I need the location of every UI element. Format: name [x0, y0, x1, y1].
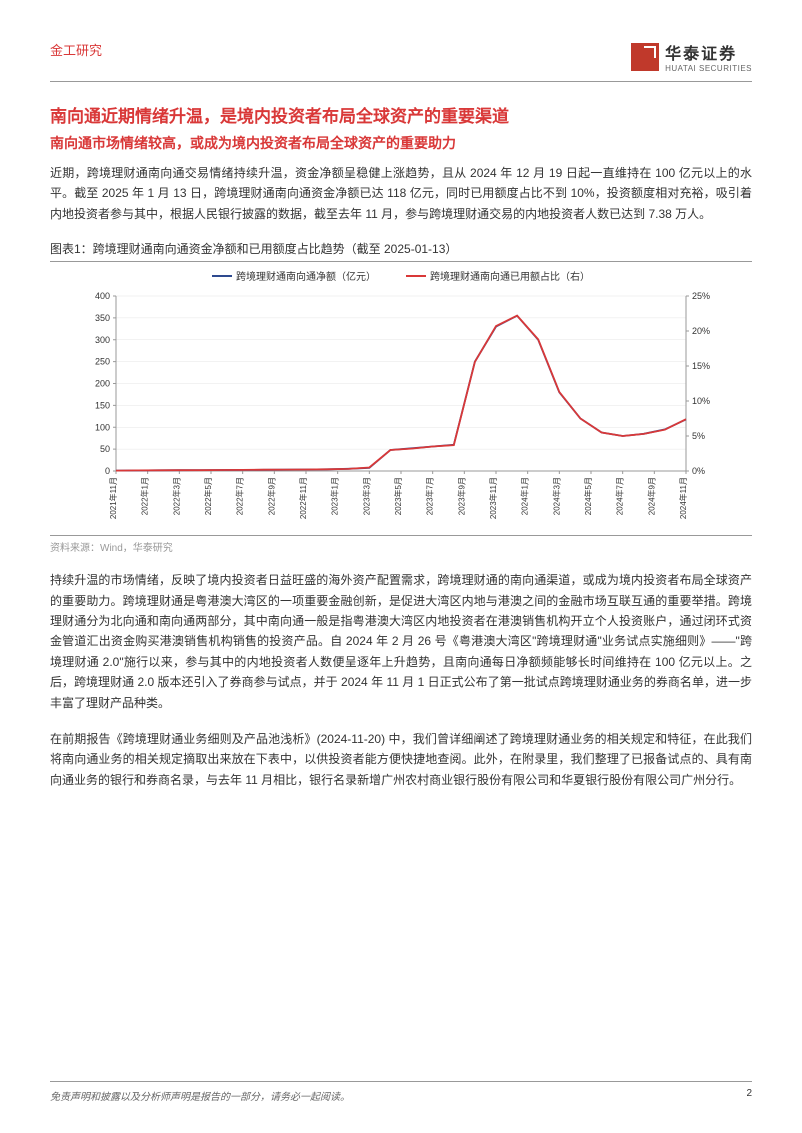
company-logo: 华泰证券 HUATAI SECURITIES: [631, 40, 752, 73]
footer-disclaimer: 免责声明和披露以及分析师声明是报告的一部分，请务必一起阅读。: [50, 1088, 350, 1103]
page-number: 2: [746, 1088, 752, 1103]
svg-text:2022年7月: 2022年7月: [235, 477, 245, 515]
svg-text:2023年3月: 2023年3月: [361, 477, 371, 515]
logo-mark-icon: [631, 43, 659, 71]
svg-text:2023年1月: 2023年1月: [330, 477, 340, 515]
svg-text:20%: 20%: [692, 326, 710, 336]
legend-item-2: 跨境理财通南向通已用额占比（右）: [406, 268, 590, 283]
svg-text:2024年9月: 2024年9月: [646, 477, 656, 515]
svg-text:10%: 10%: [692, 396, 710, 406]
x-axis: 2021年11月 2022年1月 2022年3月 2022年5月 2022年7月 2022…: [108, 471, 688, 519]
svg-text:100: 100: [95, 422, 110, 432]
svg-text:2021年11月: 2021年11月: [108, 477, 118, 519]
logo-text-cn: 华泰证券: [665, 40, 752, 64]
chart-source: 资料来源：Wind，华泰研究: [50, 535, 752, 554]
svg-text:2022年5月: 2022年5月: [203, 477, 213, 515]
svg-text:150: 150: [95, 401, 110, 411]
heading-main: 南向通近期情绪升温，是境内投资者布局全球资产的重要渠道: [50, 102, 752, 127]
svg-text:400: 400: [95, 291, 110, 301]
svg-text:200: 200: [95, 379, 110, 389]
series-2-line: [116, 316, 686, 471]
chart-legend: 跨境理财通南向通净额（亿元） 跨境理财通南向通已用额占比（右）: [50, 268, 752, 283]
svg-text:0%: 0%: [692, 466, 705, 476]
svg-text:2023年11月: 2023年11月: [488, 477, 498, 519]
svg-text:2023年7月: 2023年7月: [425, 477, 435, 515]
svg-text:2024年7月: 2024年7月: [615, 477, 625, 515]
svg-text:2023年9月: 2023年9月: [456, 477, 466, 515]
page-footer: 免责声明和披露以及分析师声明是报告的一部分，请务必一起阅读。 2: [50, 1081, 752, 1103]
category-label: 金工研究: [50, 40, 102, 59]
chart-caption: 图表1：跨境理财通南向通资金净额和已用额度占比趋势（截至 2025-01-13）: [50, 240, 752, 257]
y-axis-left: 0 50 100 150 200 250 300 350 400: [95, 291, 116, 476]
page-header: 金工研究 华泰证券 HUATAI SECURITIES: [50, 40, 752, 82]
legend-swatch-1: [212, 275, 232, 277]
svg-text:2022年11月: 2022年11月: [298, 477, 308, 519]
svg-text:2024年1月: 2024年1月: [520, 477, 530, 515]
legend-label-2: 跨境理财通南向通已用额占比（右）: [430, 268, 590, 283]
svg-text:25%: 25%: [692, 291, 710, 301]
svg-text:2024年3月: 2024年3月: [551, 477, 561, 515]
chart-container: 跨境理财通南向通净额（亿元） 跨境理财通南向通已用额占比（右） 0 50 100 15…: [50, 261, 752, 531]
chart-plot-area: 0 50 100 150 200 250 300 350 400 0% 5% 10% 15% 20% 25…: [81, 291, 721, 531]
logo-text-en: HUATAI SECURITIES: [665, 64, 752, 73]
svg-text:350: 350: [95, 313, 110, 323]
svg-text:2024年11月: 2024年11月: [678, 477, 688, 519]
legend-item-1: 跨境理财通南向通净额（亿元）: [212, 268, 376, 283]
svg-text:0: 0: [105, 466, 110, 476]
chart-svg: 0 50 100 150 200 250 300 350 400 0% 5% 10% 15% 20% 25…: [81, 291, 721, 531]
chart-grid: [116, 296, 686, 471]
series-1-line: [116, 316, 686, 471]
svg-text:5%: 5%: [692, 431, 705, 441]
y-axis-right: 0% 5% 10% 15% 20% 25%: [686, 291, 710, 476]
legend-label-1: 跨境理财通南向通净额（亿元）: [236, 268, 376, 283]
svg-text:2022年3月: 2022年3月: [171, 477, 181, 515]
svg-text:300: 300: [95, 335, 110, 345]
svg-text:2024年5月: 2024年5月: [583, 477, 593, 515]
svg-text:2022年1月: 2022年1月: [140, 477, 150, 515]
svg-text:50: 50: [100, 444, 110, 454]
svg-text:2022年9月: 2022年9月: [266, 477, 276, 515]
svg-text:250: 250: [95, 357, 110, 367]
svg-text:2023年5月: 2023年5月: [393, 477, 403, 515]
paragraph-1: 近期，跨境理财通南向通交易情绪持续升温，资金净额呈稳健上涨趋势，且从 2024 …: [50, 163, 752, 224]
paragraph-3: 在前期报告《跨境理财通业务细则及产品池浅析》(2024-11-20) 中，我们曾…: [50, 729, 752, 790]
svg-text:15%: 15%: [692, 361, 710, 371]
heading-sub: 南向通市场情绪较高，或成为境内投资者布局全球资产的重要助力: [50, 133, 752, 153]
paragraph-2: 持续升温的市场情绪，反映了境内投资者日益旺盛的海外资产配置需求，跨境理财通的南向…: [50, 570, 752, 713]
legend-swatch-2: [406, 275, 426, 277]
